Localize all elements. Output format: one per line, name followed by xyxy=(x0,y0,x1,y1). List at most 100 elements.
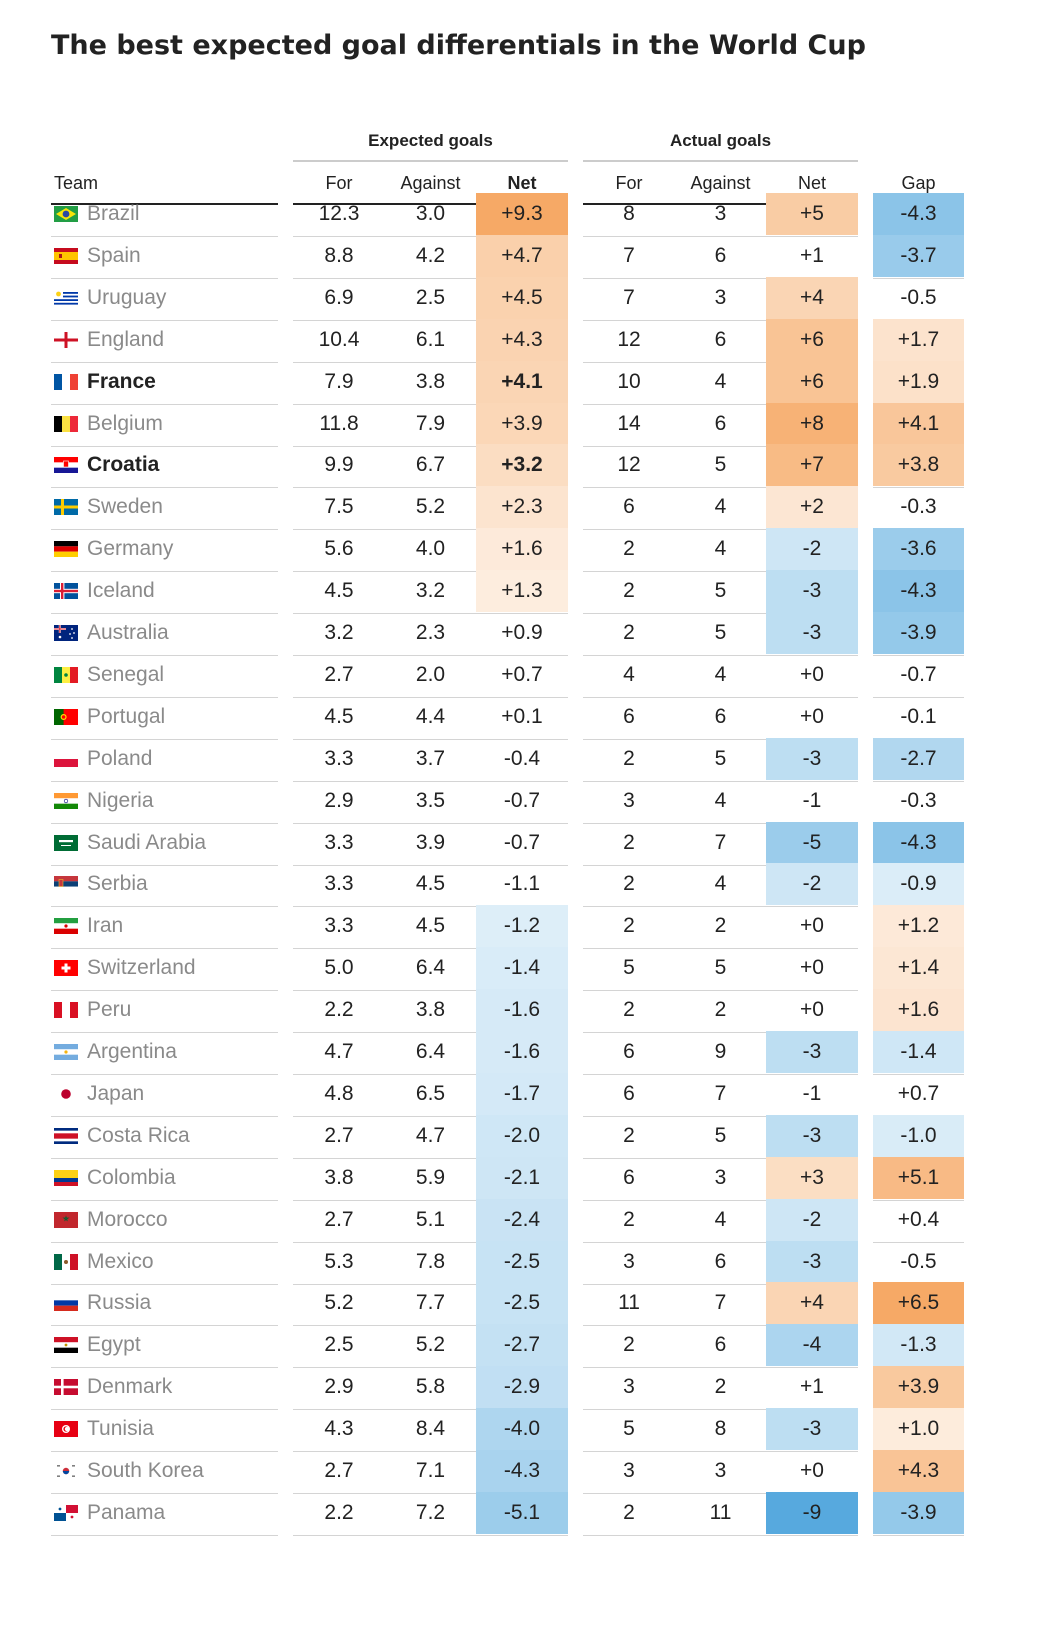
row-divider xyxy=(293,696,568,698)
cell-ag-for: 8 xyxy=(623,202,635,225)
cell-xg-net: -1.6 xyxy=(476,1031,568,1073)
table-row: Portugal 4.5 4.4 +0.1 6 6 +0 -0.1 xyxy=(0,696,1054,740)
cell-ag-net: -3 xyxy=(766,1114,858,1157)
row-divider xyxy=(51,1534,278,1536)
cell-xg-against: 2.3 xyxy=(415,621,446,644)
table-row: Iran 3.3 4.5 -1.2 2 2 +0 +1.2 xyxy=(0,905,1054,950)
team-name: Serbia xyxy=(87,872,148,896)
team-cell: Iran xyxy=(51,905,293,947)
row-divider xyxy=(51,445,278,447)
team-name: Saudi Arabia xyxy=(87,830,207,854)
header-xg-for: For xyxy=(325,173,353,193)
team-cell: Belgium xyxy=(51,403,293,445)
row-divider xyxy=(51,277,278,279)
team-cell: France xyxy=(51,361,293,403)
row-divider xyxy=(293,361,568,363)
team-name: Japan xyxy=(87,1081,145,1105)
cell-gap: +3.9 xyxy=(873,1366,964,1409)
cell-xg-net: +1.3 xyxy=(476,570,568,613)
cell-xg-net: +2.3 xyxy=(476,486,568,529)
cell-ag-for: 3 xyxy=(623,788,635,812)
cell-ag-against: 4 xyxy=(714,495,727,519)
cell-xg-against: 5.2 xyxy=(415,495,446,519)
cell-ag-for: 2 xyxy=(623,1333,635,1357)
row-divider xyxy=(583,1283,858,1285)
cell-ag-net: -2 xyxy=(766,863,858,906)
row-divider xyxy=(583,613,858,615)
cell-ag-against: 8 xyxy=(714,1417,727,1441)
row-divider xyxy=(293,487,568,489)
row-divider xyxy=(583,1367,858,1369)
cell-gap: +1.9 xyxy=(873,360,964,403)
cell-ag-net: +0 xyxy=(800,1459,824,1482)
team-cell: Mexico xyxy=(51,1241,293,1283)
row-divider xyxy=(293,1534,568,1536)
cell-xg-against: 4.7 xyxy=(415,1123,446,1147)
cell-xg-net: +0.1 xyxy=(501,704,543,728)
cell-xg-net: +3.2 xyxy=(476,444,568,487)
team-cell: Colombia xyxy=(51,1157,293,1199)
team-name: Brazil xyxy=(87,202,140,225)
cell-xg-net: -1.4 xyxy=(476,947,568,990)
cell-ag-for: 2 xyxy=(623,537,635,561)
team-name: Russia xyxy=(87,1291,152,1315)
team-cell: Poland xyxy=(51,738,293,780)
table-row: Morocco 2.7 5.1 -2.4 2 4 -2 +0.4 xyxy=(0,1198,1054,1243)
team-cell: Russia xyxy=(51,1282,293,1324)
team-cell: Sweden xyxy=(51,486,293,528)
row-divider xyxy=(51,1283,278,1285)
row-divider xyxy=(51,1032,278,1034)
cell-ag-net: -1 xyxy=(802,1081,822,1105)
team-name: Nigeria xyxy=(87,788,154,812)
cell-ag-against: 5 xyxy=(714,746,727,770)
cell-ag-for: 2 xyxy=(623,1123,635,1147)
cell-ag-net: -2 xyxy=(766,1198,858,1241)
team-name: Argentina xyxy=(87,1040,177,1063)
table-row: Serbia 3.3 4.5 -1.1 2 4 -2 -0.9 xyxy=(0,863,1054,908)
row-divider xyxy=(293,1493,568,1494)
group-rule-actual xyxy=(583,160,858,162)
cell-gap: -4.3 xyxy=(873,193,964,235)
cell-ag-net: +4 xyxy=(766,276,858,319)
cell-xg-for: 5.0 xyxy=(324,956,354,980)
cell-ag-against: 2 xyxy=(714,998,727,1022)
team-cell: Croatia xyxy=(51,444,293,486)
team-name: France xyxy=(87,369,156,393)
cell-gap: -0.9 xyxy=(873,863,964,906)
cell-ag-net: -5 xyxy=(766,821,858,864)
cell-ag-net: +3 xyxy=(766,1156,858,1199)
team-cell: Germany xyxy=(51,528,293,570)
team-name: Costa Rica xyxy=(87,1123,190,1147)
row-divider xyxy=(51,361,278,363)
cell-gap: +0.4 xyxy=(897,1207,940,1231)
cell-xg-against: 4.4 xyxy=(415,704,446,728)
cell-xg-for: 2.7 xyxy=(324,1207,354,1231)
cell-xg-against: 4.0 xyxy=(415,537,446,561)
row-divider xyxy=(51,1157,278,1159)
cell-xg-against: 3.7 xyxy=(415,746,446,770)
poland-flag-icon xyxy=(54,750,78,767)
cell-ag-net: +5 xyxy=(766,193,858,235)
row-divider xyxy=(293,613,568,615)
cell-xg-net: -1.6 xyxy=(476,989,568,1032)
cell-gap: +6.5 xyxy=(873,1282,964,1325)
cell-xg-net: -5.1 xyxy=(476,1491,568,1534)
cell-gap: -0.5 xyxy=(900,285,937,309)
row-divider xyxy=(51,655,278,656)
cell-ag-for: 7 xyxy=(623,243,635,267)
row-divider xyxy=(51,906,278,908)
row-divider xyxy=(583,1493,858,1494)
cell-ag-against: 4 xyxy=(714,369,727,393)
mexico-flag-icon xyxy=(54,1253,78,1270)
cell-ag-for: 2 xyxy=(623,998,635,1022)
row-divider xyxy=(293,277,568,279)
cell-ag-against: 7 xyxy=(714,830,727,854)
cell-ag-net: -3 xyxy=(766,1031,858,1073)
table-row: South Korea 2.7 7.1 -4.3 3 3 +0 +4.3 xyxy=(0,1450,1054,1494)
team-cell: Switzerland xyxy=(51,947,293,989)
cell-gap: +4.1 xyxy=(873,402,964,445)
cell-xg-net: +4.1 xyxy=(476,360,568,403)
row-divider xyxy=(583,529,858,531)
row-divider xyxy=(583,1241,858,1243)
team-cell: Argentina xyxy=(51,1031,293,1073)
